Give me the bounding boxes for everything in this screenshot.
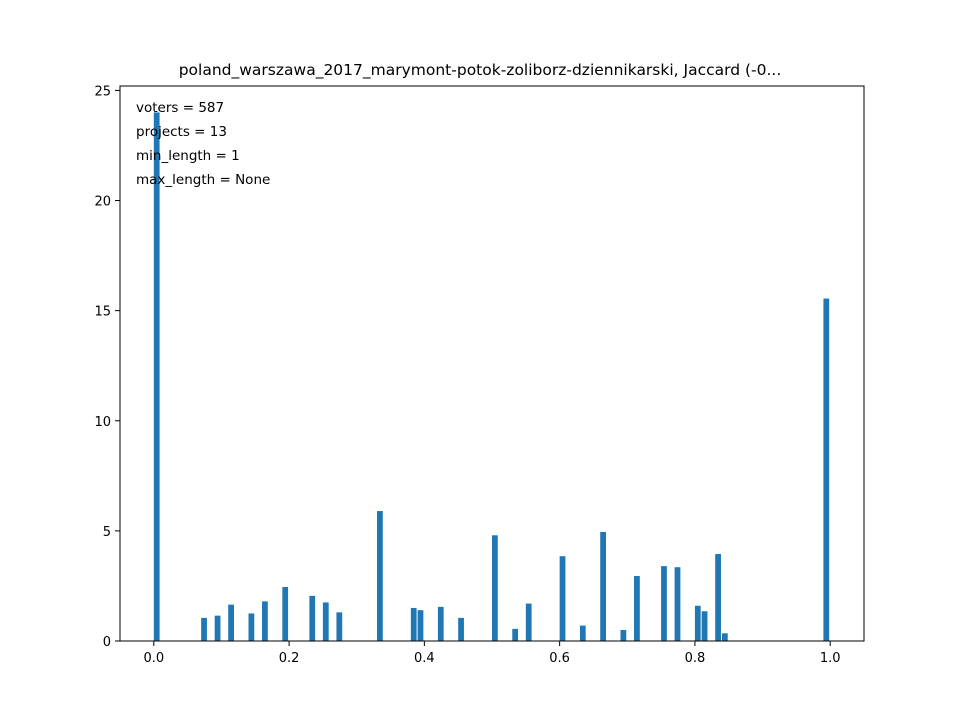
histogram-bar-14 [458, 617, 464, 642]
histogram-bar-22 [634, 576, 640, 641]
histogram-bar-29 [823, 298, 830, 641]
histogram-bar-28 [721, 633, 728, 641]
histogram-bar-6 [282, 587, 289, 641]
histogram-bar-10 [377, 511, 383, 641]
histogram-bar-15 [492, 535, 498, 641]
histogram-bar-1 [201, 617, 207, 642]
histogram-bar-19 [579, 625, 586, 641]
y-tick-label: 20 [94, 195, 111, 210]
histogram-bar-25 [694, 605, 701, 641]
annotation-line: min_length = 1 [136, 148, 240, 164]
y-tick-label: 15 [94, 305, 111, 320]
y-tick-label: 5 [103, 525, 111, 540]
chart-title: poland_warszawa_2017_marymont-potok-zoli… [179, 61, 782, 80]
annotation-line: projects = 13 [136, 124, 227, 140]
histogram-bar-0 [153, 112, 160, 642]
axes-layer: 0.0 0.2 0.4 0.6 0.8 1.0 0 5 10 15 20 25 [94, 84, 865, 666]
histogram-bar-5 [262, 601, 268, 641]
annotation-box: voters = 587 projects = 13 min_length = 1 m… [136, 100, 270, 188]
annotation-line: max_length = None [136, 172, 270, 188]
histogram-bar-8 [322, 602, 329, 641]
x-tick-label: 1.0 [820, 651, 841, 666]
y-tick-label: 0 [103, 635, 111, 650]
histogram-bar-17 [525, 603, 532, 641]
histogram-bar-7 [309, 595, 316, 641]
histogram-bar-9 [336, 612, 343, 641]
x-tick-label: 0.8 [685, 651, 706, 666]
histogram-bar-2 [214, 615, 221, 641]
histogram-bar-18 [559, 556, 566, 641]
x-tick-label: 0.4 [414, 651, 435, 666]
histogram-bar-24 [674, 567, 681, 641]
histogram-bar-20 [600, 531, 606, 641]
x-tick-label: 0.0 [143, 651, 164, 666]
histogram-bar-26 [701, 611, 708, 641]
histogram-bar-11 [410, 607, 417, 641]
histogram-bar-13 [437, 606, 444, 641]
y-tick-label: 10 [94, 415, 111, 430]
y-tick-label: 25 [94, 84, 111, 99]
histogram-bar-27 [715, 554, 721, 641]
plot-frame [119, 85, 865, 642]
annotation-line: voters = 587 [136, 100, 224, 116]
histogram-bar-4 [248, 613, 255, 641]
x-tick-label: 0.6 [549, 651, 570, 666]
histogram-bar-16 [512, 628, 519, 641]
x-tick-label: 0.2 [279, 651, 300, 666]
histogram-bar-3 [228, 604, 234, 641]
histogram-bar-23 [661, 566, 667, 641]
histogram-bar-21 [620, 629, 627, 641]
bars-layer [153, 112, 830, 642]
histogram-bar-12 [417, 610, 424, 641]
